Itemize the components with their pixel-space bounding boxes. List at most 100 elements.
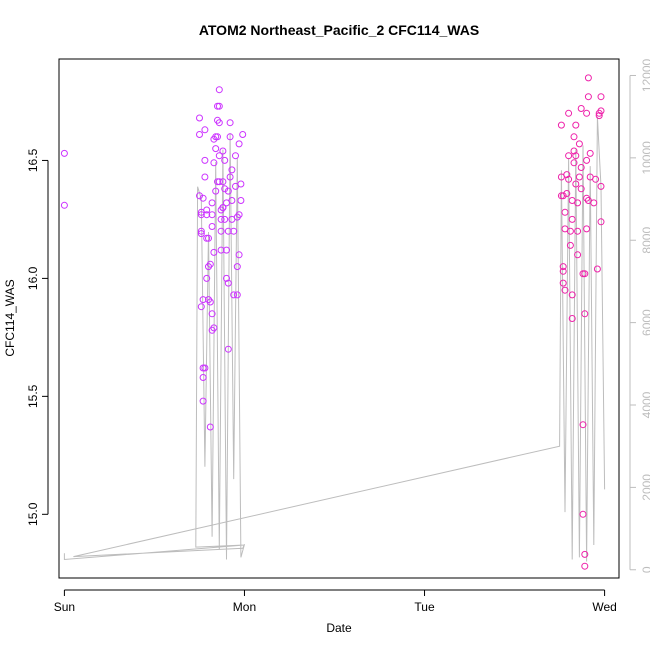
data-point xyxy=(224,345,232,353)
data-point xyxy=(233,291,241,299)
data-point xyxy=(215,178,223,186)
y2-tick-label: 4000 xyxy=(640,391,650,418)
y2-tick-label: 10000 xyxy=(640,141,650,175)
data-point xyxy=(224,187,232,195)
data-point xyxy=(570,133,578,141)
data-point xyxy=(197,303,205,311)
data-point xyxy=(217,227,225,235)
data-point xyxy=(577,164,585,171)
data-point xyxy=(575,173,583,181)
data-point xyxy=(199,374,207,381)
x-axis: Sun Mon Tue Wed xyxy=(54,589,617,614)
data-point xyxy=(583,156,591,164)
data-point xyxy=(201,156,209,164)
data-point xyxy=(572,180,580,188)
data-point xyxy=(214,133,221,141)
data-point xyxy=(208,310,216,318)
data-point xyxy=(224,279,232,287)
data-point xyxy=(581,310,589,318)
data-point xyxy=(574,251,582,259)
data-point xyxy=(584,74,592,82)
data-point xyxy=(221,156,229,164)
data-point xyxy=(205,234,212,242)
data-point xyxy=(228,197,236,204)
y-tick-label: 15.0 xyxy=(26,502,40,526)
data-point xyxy=(197,227,205,235)
data-point xyxy=(197,230,205,238)
data-point xyxy=(232,152,239,160)
data-point xyxy=(568,215,576,223)
data-point xyxy=(206,260,214,268)
plot-frame xyxy=(58,58,620,579)
data-point xyxy=(577,185,585,193)
y2-tick-label: 8000 xyxy=(640,227,650,254)
data-point xyxy=(219,204,227,212)
data-point xyxy=(217,215,225,223)
data-point xyxy=(196,114,203,122)
data-point xyxy=(215,86,223,94)
data-point xyxy=(581,270,589,278)
data-point xyxy=(203,274,211,282)
chart-title: ATOM2 Northeast_Pacific_2 CFC114_WAS xyxy=(199,22,479,38)
data-point xyxy=(60,201,68,209)
y2-tick-label: 12000 xyxy=(640,58,650,92)
data-point xyxy=(586,149,594,157)
data-point xyxy=(581,550,589,558)
data-point xyxy=(208,211,216,219)
data-point xyxy=(565,175,573,183)
x-tick-label: Sun xyxy=(54,600,75,614)
data-point xyxy=(239,131,247,138)
data-point xyxy=(230,291,238,299)
data-point xyxy=(237,180,245,188)
data-point xyxy=(565,109,573,117)
data-point xyxy=(208,199,216,207)
data-point xyxy=(60,149,68,157)
data-point xyxy=(219,147,227,155)
y2-tick-label: 2000 xyxy=(640,474,650,501)
data-point xyxy=(197,211,205,219)
data-point xyxy=(561,208,569,216)
data-point xyxy=(572,152,580,160)
data-point xyxy=(592,175,600,183)
data-point xyxy=(597,93,605,101)
data-point xyxy=(568,315,576,322)
data-point xyxy=(228,166,236,174)
data-point xyxy=(583,109,591,117)
y-tick-label: 15.5 xyxy=(26,384,40,408)
data-point xyxy=(577,105,585,112)
data-point xyxy=(212,187,220,195)
data-point xyxy=(233,263,241,271)
data-point xyxy=(215,152,223,160)
data-point xyxy=(579,510,587,518)
altitude-series-line xyxy=(63,116,606,562)
data-point xyxy=(584,93,592,101)
data-point xyxy=(196,192,203,200)
data-point xyxy=(574,227,582,235)
data-point xyxy=(565,152,573,160)
data-point xyxy=(581,562,589,570)
data-point xyxy=(563,171,571,179)
data-point xyxy=(217,246,225,254)
data-point xyxy=(593,265,601,273)
points-layer xyxy=(60,74,605,570)
data-point xyxy=(201,173,209,181)
x-tick-label: Tue xyxy=(414,600,435,614)
data-point xyxy=(597,107,605,115)
data-point xyxy=(208,223,216,230)
data-point xyxy=(230,227,238,235)
y-axis-right: 0 2000 4000 6000 8000 10000 12000 xyxy=(629,58,650,573)
data-point xyxy=(572,121,580,129)
data-point xyxy=(557,121,565,129)
y-axis-left: 15.0 15.5 16.0 16.5 xyxy=(26,148,49,526)
y2-tick-label: 0 xyxy=(640,566,650,573)
data-point xyxy=(212,145,220,153)
x-axis-label: Date xyxy=(326,621,352,635)
data-point xyxy=(221,215,229,223)
data-point xyxy=(575,140,583,148)
data-point xyxy=(203,211,211,219)
data-point xyxy=(579,421,587,429)
data-point xyxy=(210,324,218,332)
data-point xyxy=(223,274,230,282)
data-point xyxy=(235,251,243,259)
